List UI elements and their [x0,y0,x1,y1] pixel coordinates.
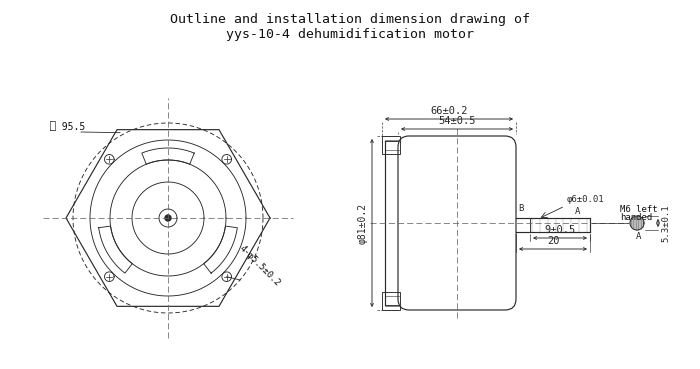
Text: φ81±0.2: φ81±0.2 [358,203,368,244]
Text: A: A [575,207,580,216]
Text: handed: handed [620,213,652,222]
Polygon shape [165,215,171,221]
Text: ⎕ 95.5: ⎕ 95.5 [50,122,85,132]
Text: 66±0.2: 66±0.2 [430,106,468,116]
Text: 4-φ5.5±0.2: 4-φ5.5±0.2 [238,244,282,288]
Text: 9±0.5: 9±0.5 [545,225,575,235]
Text: A: A [636,232,642,241]
Text: yys-10-4 dehumidification motor: yys-10-4 dehumidification motor [226,28,474,41]
Text: B: B [518,204,524,213]
Text: Outline and installation dimension drawing of: Outline and installation dimension drawi… [170,13,530,26]
Circle shape [630,216,644,230]
Text: φ6±0.01: φ6±0.01 [567,195,605,204]
Text: 20: 20 [547,236,559,246]
Text: M6 left: M6 left [620,205,657,214]
Text: 54±0.5: 54±0.5 [438,116,476,126]
Text: 5.3±0.1: 5.3±0.1 [661,204,670,242]
